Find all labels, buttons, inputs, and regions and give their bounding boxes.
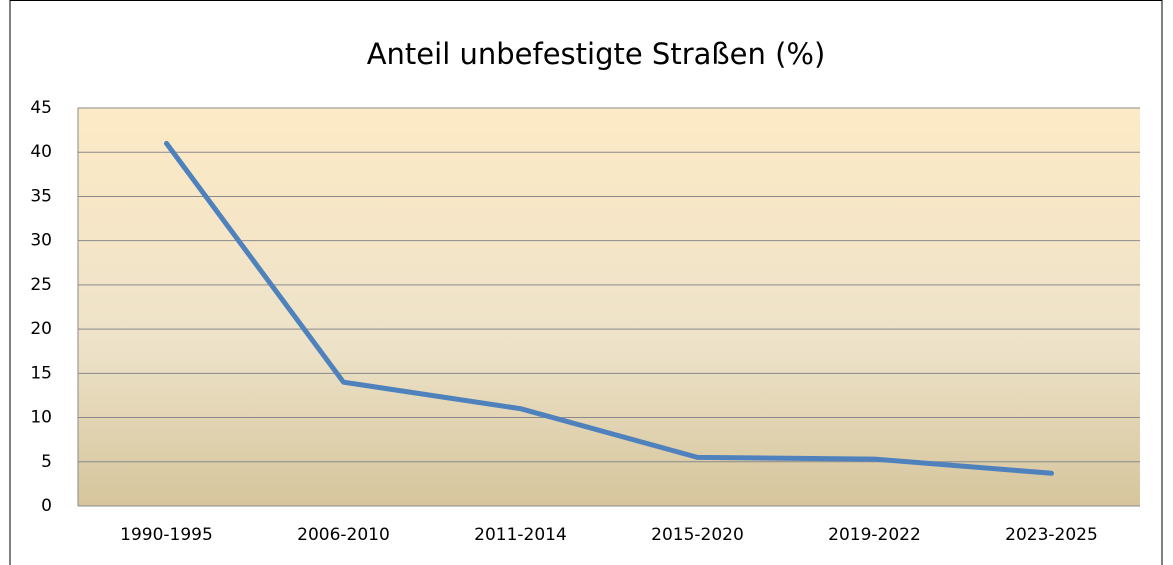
x-tick-label: 2011-2014 bbox=[474, 525, 567, 545]
y-tick-label: 45 bbox=[30, 98, 52, 118]
y-tick-label: 5 bbox=[41, 452, 52, 472]
y-tick-label: 10 bbox=[30, 408, 52, 428]
y-tick-label: 35 bbox=[30, 186, 52, 206]
y-tick-label: 40 bbox=[30, 142, 52, 162]
y-tick-label: 25 bbox=[30, 275, 52, 295]
chart-title: Anteil unbefestigte Straßen (%) bbox=[367, 37, 826, 71]
y-tick-label: 0 bbox=[41, 496, 52, 516]
x-tick-label: 2015-2020 bbox=[651, 525, 744, 545]
x-tick-label: 1990-1995 bbox=[120, 525, 213, 545]
y-tick-label: 30 bbox=[30, 231, 52, 251]
plot-area bbox=[78, 108, 1140, 506]
y-tick-label: 20 bbox=[30, 319, 52, 339]
x-tick-label: 2023-2025 bbox=[1005, 525, 1098, 545]
line-series bbox=[164, 140, 1054, 476]
y-tick-label: 15 bbox=[30, 363, 52, 383]
x-tick-label: 2019-2022 bbox=[828, 525, 921, 545]
x-tick-label: 2006-2010 bbox=[297, 525, 390, 545]
